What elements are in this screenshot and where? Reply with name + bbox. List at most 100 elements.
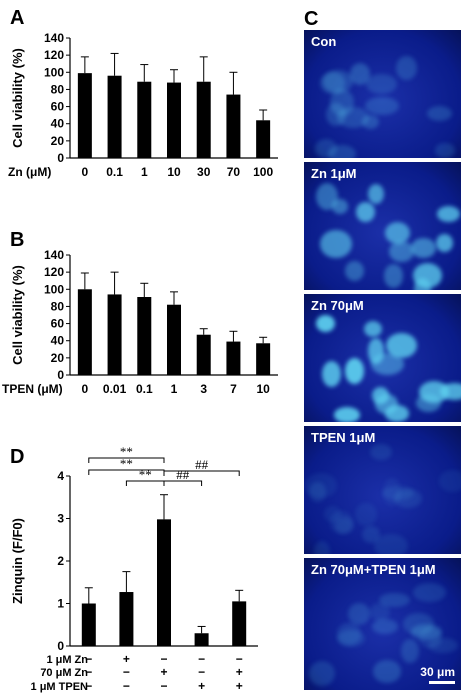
cell-blob [320,71,345,94]
microscopy-panel: Con [304,30,461,158]
cell-blob [333,407,360,422]
chart-b-xtick-label: 0.01 [103,382,127,396]
cell-blob [326,102,347,127]
chart-d-bar [81,603,96,646]
cell-blob [419,381,450,404]
chart-a-bar [256,120,271,158]
scale-bar-label: 30 μm [420,665,455,679]
chart-d-significance-label: ** [139,467,152,482]
chart-b-ytick-label: 100 [44,282,64,296]
cell-blob [365,96,399,116]
chart-b-ytick-label: 40 [51,334,65,348]
microscopy-panel: Zn 70μM+TPEN 1μM 30 μm [304,558,461,690]
chart-b-bar [167,304,181,375]
chart-a-ytick-label: 40 [51,117,65,131]
cell-blob [365,73,397,95]
cell-blob [327,144,356,158]
chart-d-condition-mark: + [236,665,243,679]
panel-letter-c: C [304,8,319,30]
microscopy-panel-label: Zn 1μM [311,166,357,181]
cell-blob [386,333,417,359]
chart-d-condition-mark: − [160,652,167,666]
chart-b-bar [226,341,241,375]
panel-letter-a: A [10,7,24,29]
chart-d-ytick-label: 3 [57,512,64,526]
chart-a-xtick-label: 100 [253,165,273,179]
cell-blob [375,394,399,414]
chart-a-bar [137,81,152,158]
chart-d-significance-bracket [163,480,203,486]
cell-blob [369,603,391,621]
cell-blob [401,638,419,663]
chart-d-significance-bracket [88,457,165,463]
cell-blob [316,183,339,211]
chart-b-ytick-label: 60 [51,317,65,331]
chart-a-bar [77,73,92,158]
chart-a-bar [107,75,122,158]
microscopy-panel-label: Zn 70μM+TPEN 1μM [311,562,436,577]
chart-b-xtick-label: 10 [256,382,270,396]
chart-d-condition-mark: − [85,665,92,679]
cell-blob [438,470,461,492]
chart-a-x-axis-label: Zn (μM) [8,165,51,179]
cell-blob [344,260,365,281]
cell-blob [361,114,380,130]
chart-a-xtick-label: 1 [141,165,148,179]
microscopy-panel: Zn 70μM [304,294,461,422]
chart-b-ytick-label: 140 [44,248,64,262]
chart-d-condition-mark: − [160,679,167,693]
chart-a-ytick-label: 60 [51,100,65,114]
chart-d-ytick-label: 4 [57,469,64,483]
chart-d-significance-label: ** [120,444,133,459]
cell-blob [368,183,385,204]
chart-a-ytick-label: 80 [51,82,65,96]
chart-d-ytick-label: 0 [57,639,64,653]
chart-b-bar [77,289,92,375]
cell-blob [332,199,349,214]
cell-blob [383,263,404,289]
chart-b-xtick-label: 0.1 [136,382,153,396]
cell-blob [350,63,371,85]
cell-blob [410,238,436,259]
chart-d-condition-mark: − [236,652,243,666]
cell-blob [371,619,398,634]
cell-blob [315,138,338,158]
cell-blob [436,205,461,222]
cell-blob [363,320,383,338]
chart-a-ytick-label: 140 [44,31,64,45]
cell-blob [373,660,401,683]
chart-d-condition-mark: − [85,679,92,693]
chart-a-ytick-label: 20 [51,134,65,148]
chart-a-bar [167,82,181,158]
chart-b-bar [256,343,271,375]
cell-blob [337,107,369,128]
chart-a-ytick-label: 100 [44,65,64,79]
cell-blob [320,230,353,259]
chart-b-ytick-label: 0 [57,368,64,382]
chart-d-significance-label: ** [120,456,133,471]
chart-b-ytick-label: 120 [44,265,64,279]
chart-b-xtick-label: 3 [200,382,207,396]
cell-blob [323,505,341,522]
cell-blob [374,533,408,554]
cell-blob [394,488,422,508]
chart-d-condition-label: 1 μM Zn [46,654,88,666]
cell-blob [361,526,380,543]
cell-blob [435,143,455,158]
chart-a-bar [226,94,241,158]
cell-blob [315,314,335,332]
cell-blob [418,627,442,648]
cell-blob [367,338,385,364]
microscopy-panel: TPEN 1μM [304,426,461,554]
cell-blob [348,602,370,625]
chart-d-y-axis-label: Zinquin (F/F0) [10,518,25,604]
chart-b-bar [137,297,152,375]
cell-blob [337,623,361,645]
cell-blob [436,234,453,253]
chart-a-y-axis-label: Cell viability (%) [10,48,25,148]
chart-b-ytick-label: 80 [51,299,65,313]
cell-blob [304,472,338,498]
chart-d-condition-label: 1 μM TPEN [31,681,89,693]
chart-a-ytick-label: 120 [44,48,64,62]
chart-d-condition-mark: + [160,665,167,679]
